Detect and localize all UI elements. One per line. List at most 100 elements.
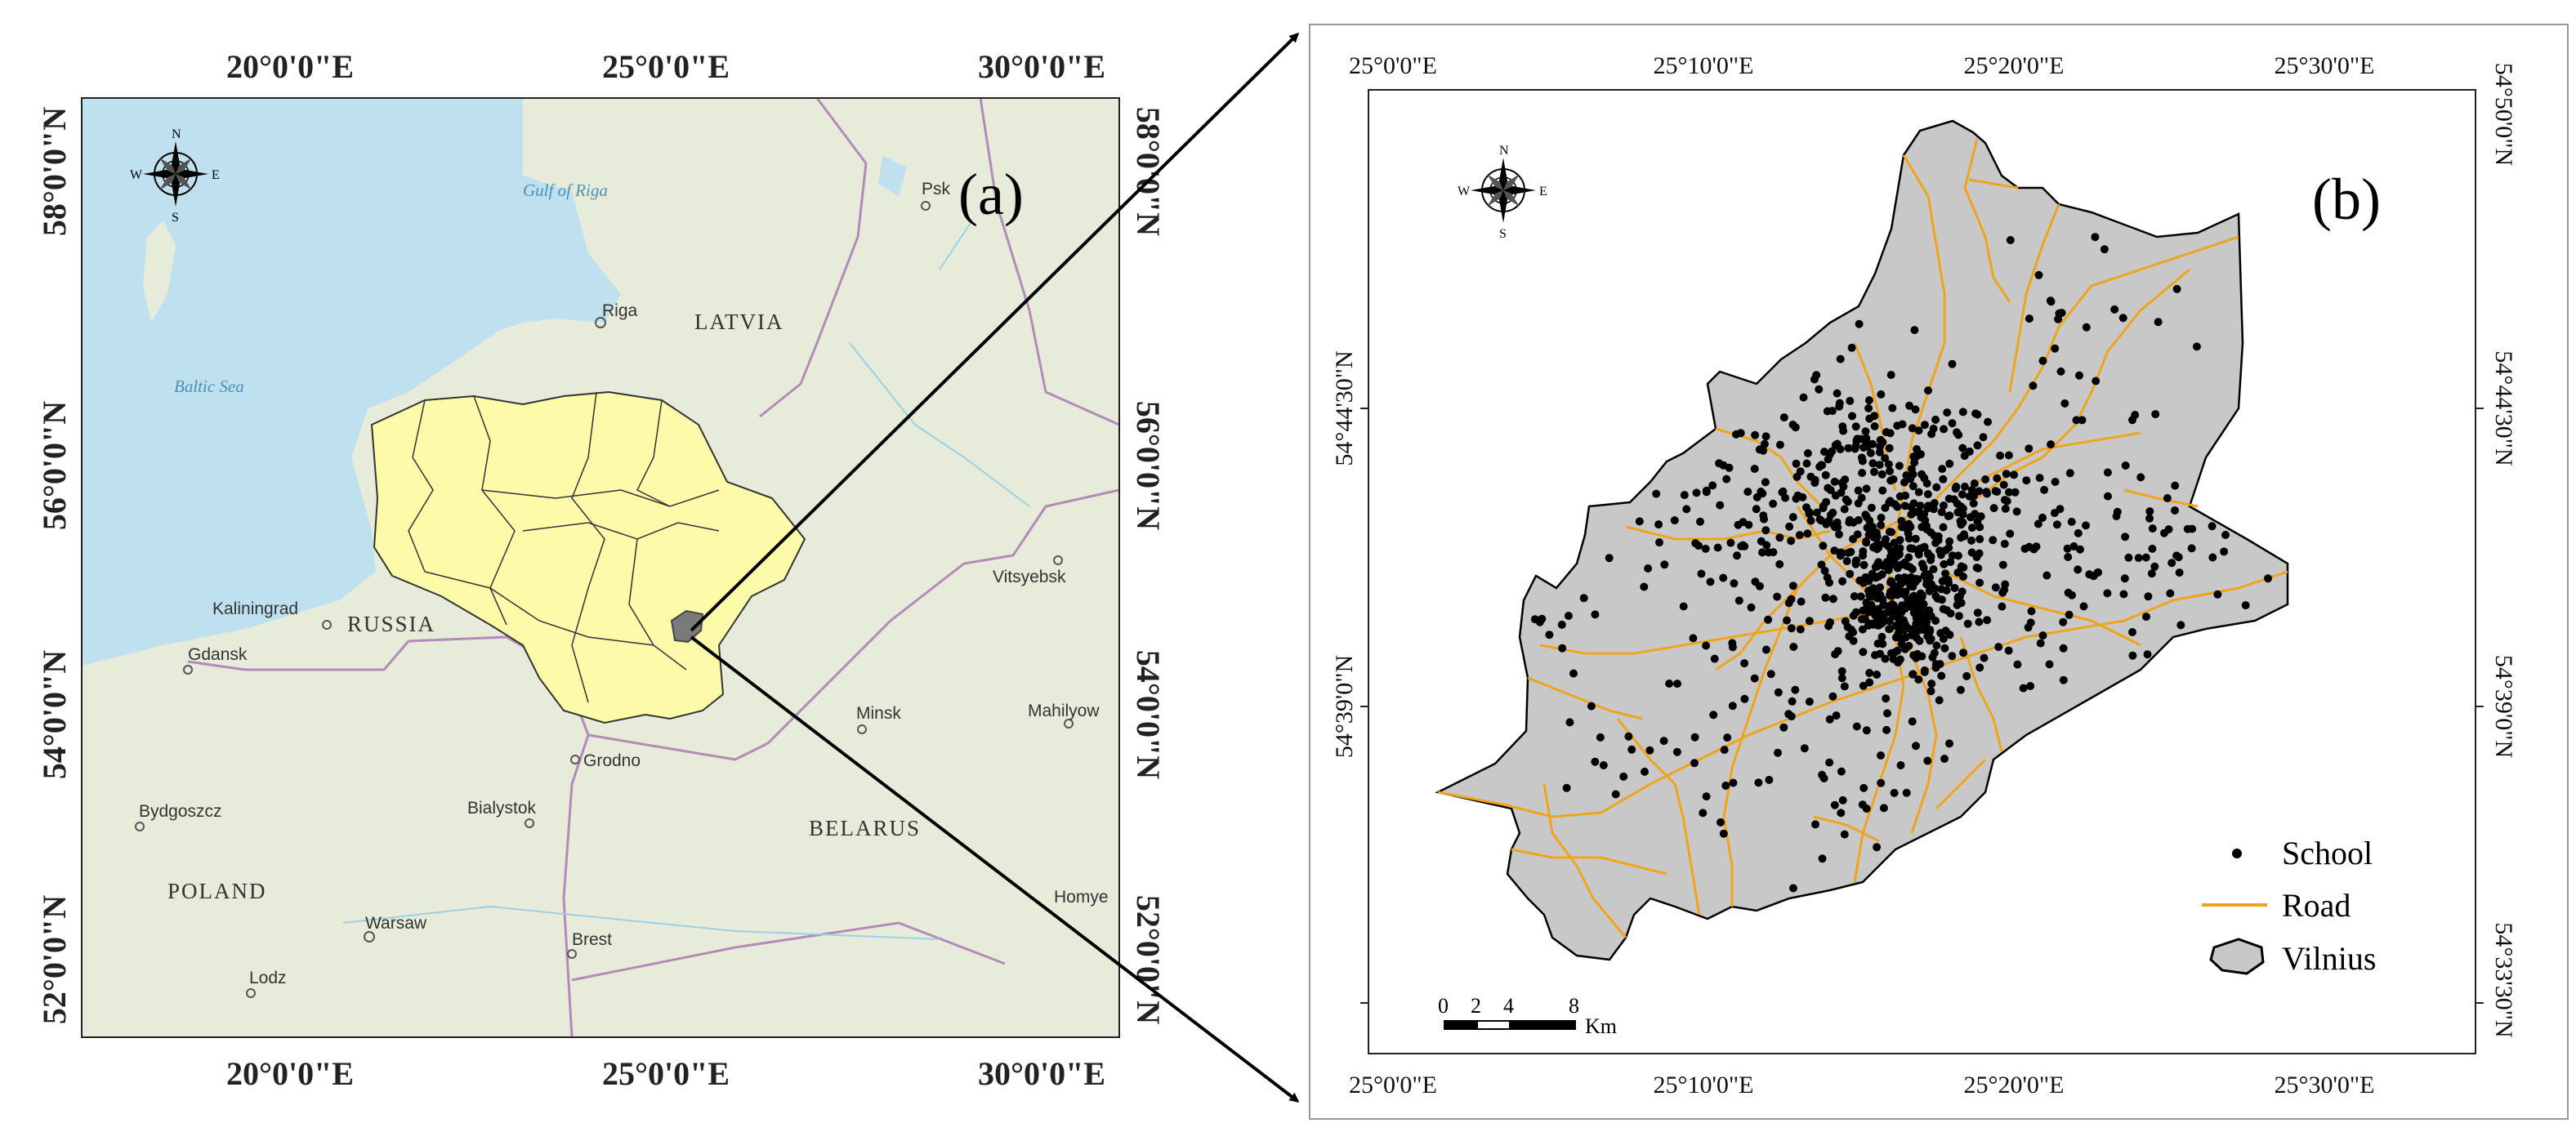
school-point: [2147, 569, 2156, 578]
city-label: Kaliningrad: [212, 599, 298, 618]
school-point: [1895, 461, 1904, 470]
school-point: [1960, 482, 1969, 491]
school-point: [1855, 576, 1864, 585]
legend-vilnius-symbol: [2209, 938, 2265, 975]
school-point: [2264, 574, 2272, 583]
school-point: [1931, 415, 1940, 424]
school-point: [1886, 561, 1895, 570]
city-label: Brest: [572, 930, 612, 949]
school-point: [1911, 534, 1920, 543]
school-point: [1720, 746, 1729, 755]
legend-school-symbol: [2232, 849, 2242, 858]
school-point: [1835, 530, 1843, 539]
school-point: [1859, 560, 1868, 569]
school-point: [1881, 454, 1890, 462]
right-ticks-a: 58°0'0"N 56°0'0"N 54°0'0"N 52°0'0"N: [1130, 107, 1167, 1024]
school-point: [1893, 421, 1902, 430]
school-point: [1734, 596, 1743, 605]
school-point: [2038, 631, 2047, 640]
school-point: [2063, 544, 2072, 553]
lake: [878, 155, 907, 196]
tick-label: 56°0'0"N: [1130, 401, 1167, 530]
school-point: [1897, 579, 1905, 588]
school-point: [2082, 323, 2091, 332]
school-point: [1897, 639, 1906, 648]
compass-label: S: [172, 211, 179, 225]
school-point: [1873, 671, 1882, 679]
school-point: [1902, 788, 1911, 797]
school-point: [1908, 579, 1917, 588]
school-point: [1640, 582, 1649, 591]
school-point: [1706, 577, 1715, 586]
school-point: [1722, 475, 1731, 484]
school-point: [2047, 440, 2056, 449]
school-point: [1766, 670, 1775, 679]
school-point: [1886, 466, 1894, 475]
school-point: [1709, 711, 1718, 720]
school-point: [1861, 427, 1870, 436]
city-label: Minsk: [856, 704, 901, 723]
school-point: [1838, 577, 1847, 586]
school-point: [1979, 433, 1988, 442]
tick-label: 25°0'0"E: [1349, 1072, 1437, 1098]
school-point: [1864, 396, 1873, 405]
country-labels: LATVIA RUSSIA BELARUS POLAND: [167, 310, 919, 903]
school-point: [1967, 524, 1976, 533]
tick-label: 25°20'0"E: [1964, 1072, 2065, 1098]
school-point: [1644, 564, 1653, 573]
tick-label: 54°50'0"N: [2490, 63, 2517, 166]
school-point: [2013, 660, 2022, 669]
school-point: [2065, 469, 2074, 478]
school-point: [1750, 674, 1759, 683]
school-point: [2241, 601, 2250, 610]
country-label: LATVIA: [694, 310, 784, 334]
school-point: [1888, 403, 1897, 412]
school-point: [1941, 569, 1950, 578]
school-point: [1953, 499, 1962, 508]
roads: [1437, 138, 2288, 938]
school-point: [1877, 751, 1885, 760]
school-point: [2000, 586, 2009, 595]
top-ticks-a: 20°0'0"E 25°0'0"E 30°0'0"E: [226, 48, 1105, 85]
school-point: [2174, 553, 2183, 562]
school-point: [2011, 488, 2020, 497]
school-point: [1944, 494, 1953, 503]
school-point: [1728, 639, 1737, 648]
school-point: [1787, 595, 1796, 604]
school-point: [1864, 403, 1873, 412]
school-point: [1976, 578, 1984, 587]
school-point: [1994, 643, 2003, 652]
school-point: [2134, 554, 2143, 563]
school-point: [1958, 443, 1967, 452]
city-marker: [246, 988, 256, 998]
country-label: POLAND: [167, 879, 267, 903]
school-point: [1935, 696, 1944, 705]
school-point: [1587, 702, 1596, 711]
school-point: [1914, 488, 1923, 497]
school-point: [1826, 510, 1835, 519]
borders: [187, 98, 1119, 1037]
water-label: Baltic Sea: [174, 377, 244, 396]
school-point: [1569, 669, 1578, 678]
school-point: [1811, 820, 1819, 829]
school-point: [2002, 497, 2011, 506]
school-point: [1740, 659, 1749, 668]
city-label: Grodno: [583, 751, 641, 770]
school-point: [1824, 622, 1833, 631]
school-point: [2121, 533, 2130, 541]
legend-label: Road: [2282, 887, 2351, 924]
school-point: [1761, 432, 1770, 441]
school-point: [2065, 610, 2074, 619]
school-point: [1868, 584, 1877, 593]
map-b-outer-frame: [1309, 24, 2569, 1120]
school-point: [1875, 448, 1884, 457]
school-point: [1817, 560, 1826, 569]
school-point: [1805, 510, 1814, 519]
school-point: [1840, 505, 1849, 514]
school-point: [1803, 449, 1812, 457]
school-point: [1887, 528, 1896, 537]
school-point: [2075, 371, 2083, 380]
school-point: [1909, 499, 1918, 508]
school-point: [1876, 435, 1885, 444]
school-point: [1934, 532, 1943, 541]
